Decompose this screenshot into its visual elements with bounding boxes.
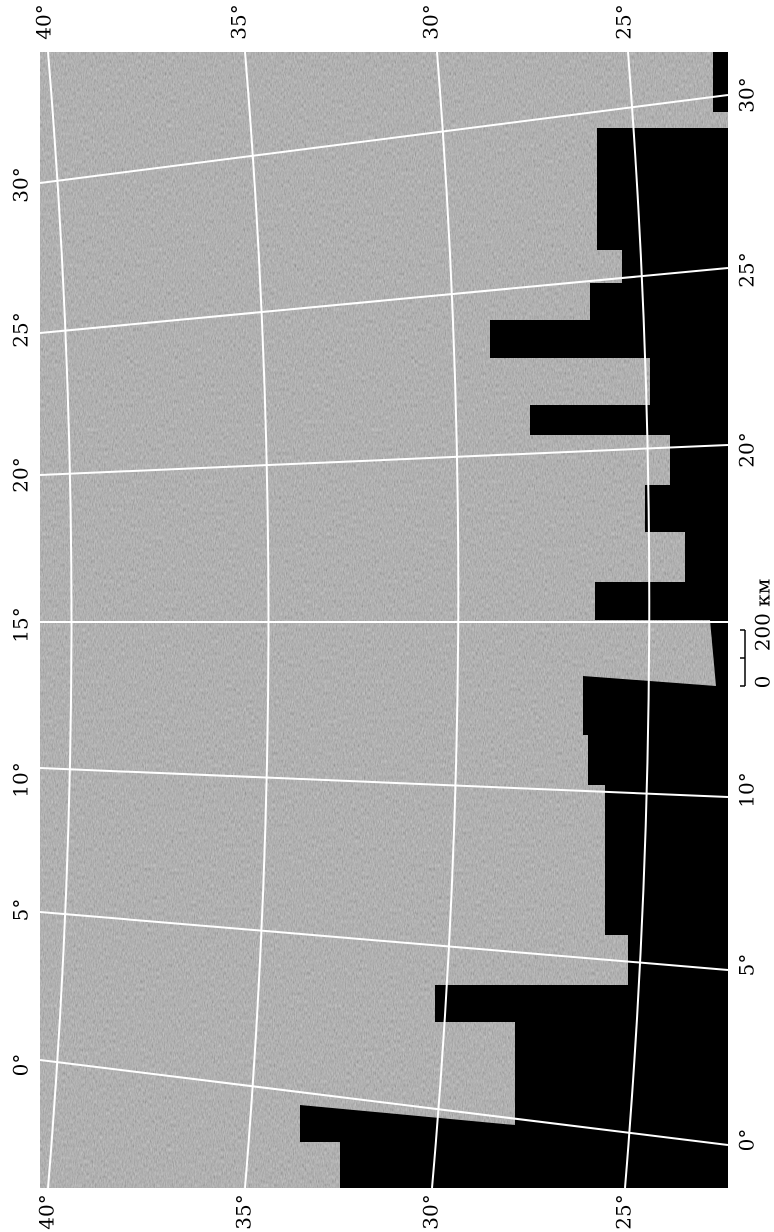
bottom-label: 40° — [35, 1194, 59, 1229]
right-label: 0° — [735, 1129, 759, 1152]
left-label: 5° — [9, 899, 33, 922]
left-label: 25° — [9, 312, 33, 347]
scale-start-label: 0 — [751, 676, 774, 689]
top-label: 35° — [227, 4, 251, 39]
right-label: 30° — [735, 77, 759, 112]
top-label: 25° — [612, 4, 636, 39]
bottom-label: 30° — [419, 1194, 443, 1229]
scale-bar — [740, 630, 745, 686]
scale-end-label: 200 км — [751, 579, 774, 652]
top-label: 40° — [32, 4, 56, 39]
left-label: 0° — [9, 1054, 33, 1077]
left-label: 30° — [9, 167, 33, 202]
left-label: 10° — [9, 762, 33, 797]
right-label: 5° — [735, 954, 759, 977]
top-label: 30° — [419, 4, 443, 39]
left-label: 20° — [9, 457, 33, 492]
left-label: 15° — [9, 607, 33, 642]
bottom-label: 25° — [612, 1194, 636, 1229]
map: 40° 35° 30° 25° 40° 35° 30° 25° 30° 25° 20° 15° 10° 5… — [0, 0, 774, 1232]
right-label: 20° — [735, 432, 759, 467]
right-label: 25° — [735, 252, 759, 287]
bottom-label: 35° — [232, 1194, 256, 1229]
right-label: 10° — [735, 772, 759, 807]
